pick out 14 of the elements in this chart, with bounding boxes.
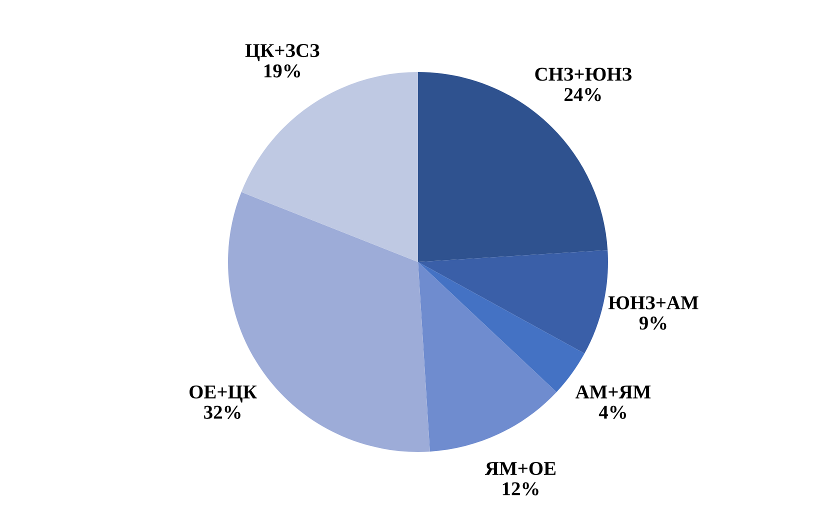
data-label: 9%: [639, 316, 666, 330]
data-label: 24%: [564, 88, 601, 102]
data-label: 12%: [502, 482, 538, 496]
data-label: 4%: [598, 406, 626, 419]
pie-slice: [418, 262, 557, 452]
slice-label: ЦК+ЗСЗ: [245, 44, 320, 62]
slice-label: АМ+ЯМ: [575, 386, 651, 398]
slice-label: ЯМ+ОЕ: [484, 462, 556, 476]
slice-label: ЮНЗ+АМ: [608, 296, 698, 310]
slice-label: СНЗ+ЮНЗ: [535, 68, 632, 81]
pie-slice: [418, 250, 608, 354]
slice-label: ОЕ+ЦК: [190, 385, 257, 402]
data-label: 32%: [204, 406, 240, 419]
data-label: 19%: [264, 64, 300, 78]
